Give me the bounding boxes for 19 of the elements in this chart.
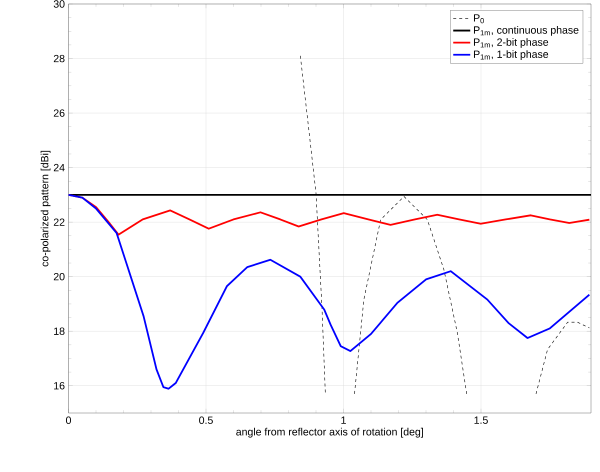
legend-label: P$_{0}$ <box>474 14 484 24</box>
x-tick-label: 0 <box>66 416 71 424</box>
x-tick-label: 0.5 <box>199 416 213 424</box>
y-tick-label: 16 <box>54 382 65 390</box>
y-tick-label: 30 <box>54 0 65 8</box>
legend-label: P$_{1m}$, 2-bit phase <box>474 38 548 48</box>
y-tick-label: 26 <box>54 109 65 117</box>
y-tick-label: 28 <box>54 54 65 62</box>
line-series <box>68 194 590 390</box>
legend-label: P$_{1m}$, 1-bit phase <box>474 50 548 60</box>
x-tick-label: 1.5 <box>474 416 488 424</box>
x-tick-label: 1 <box>341 416 346 424</box>
y-tick-label: 20 <box>54 272 65 280</box>
y-tick-label: 22 <box>54 218 64 226</box>
y-tick-label: 24 <box>54 164 65 172</box>
y-tick-label: 18 <box>54 327 65 335</box>
x-axis-title: angle from reflector axis of rotation [deg] <box>236 428 423 438</box>
y-axis-title: co-polarized pattern [dBi] <box>40 150 50 266</box>
legend-label: P$_{1m}$, continuous phase <box>474 26 578 36</box>
